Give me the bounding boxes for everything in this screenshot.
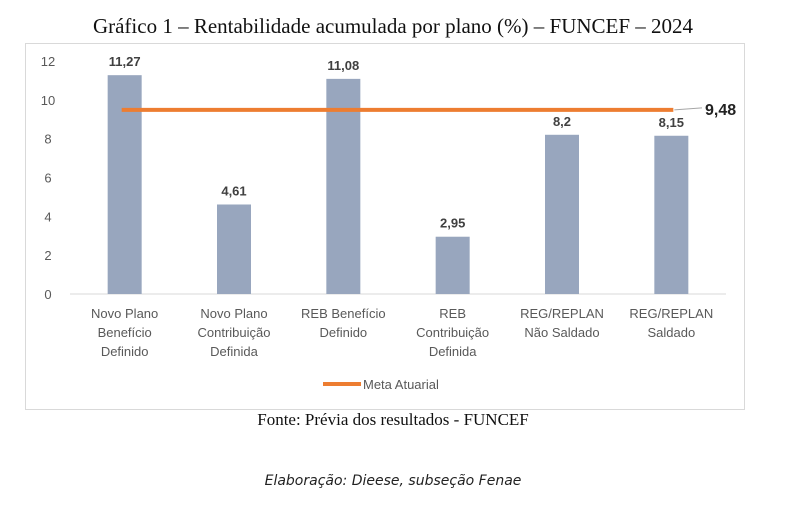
y-tick-label: 6 [44,171,51,186]
credit-note: Elaboração: Dieese, subseção Fenae [264,473,522,489]
y-tick-label: 2 [44,248,51,263]
y-tick-label: 8 [44,132,51,147]
chart-frame [25,43,745,410]
bar [545,134,579,294]
category-label: Benefício [98,325,152,340]
y-tick-label: 10 [41,93,55,108]
category-label: REB [439,306,466,321]
label-connector [674,107,703,111]
category-label: Não Saldado [524,325,599,340]
y-tick-label: 4 [44,209,51,224]
bar [326,78,361,294]
category-label: Definida [210,344,258,359]
category-label: Novo Plano [200,306,267,321]
category-label: REG/REPLAN [520,306,604,321]
bar [217,204,251,294]
data-label: 8,15 [659,115,684,130]
y-tick-label: 0 [44,287,51,302]
y-tick-label: 12 [41,54,55,69]
category-label: Novo Plano [91,306,158,321]
reference-label: 9,48 [705,102,736,119]
data-label: 8,2 [553,114,571,129]
category-label: Saldado [647,325,695,340]
data-label: 11,27 [109,54,141,69]
category-label: Definido [101,344,149,359]
bar [435,236,470,294]
category-label: Contribuição [416,325,489,340]
category-label: REG/REPLAN [629,306,713,321]
data-label: 2,95 [440,216,465,231]
chart-title: Gráfico 1 – Rentabilidade acumulada por … [92,14,694,38]
category-label: Definida [429,344,477,359]
data-label: 11,08 [327,58,359,73]
bar [654,135,689,294]
category-label: Definido [319,325,367,340]
legend-label: Meta Atuarial [363,377,439,392]
chart-source: Fonte: Prévia dos resultados - FUNCEF [257,410,529,429]
data-label: 4,61 [221,183,246,198]
bar-chart: 0 2 4 6 8 10 12 11,27 Novo Plano Benefício Definid… [41,54,736,392]
category-label: Contribuição [198,325,271,340]
category-label: REB Benefício [301,306,386,321]
